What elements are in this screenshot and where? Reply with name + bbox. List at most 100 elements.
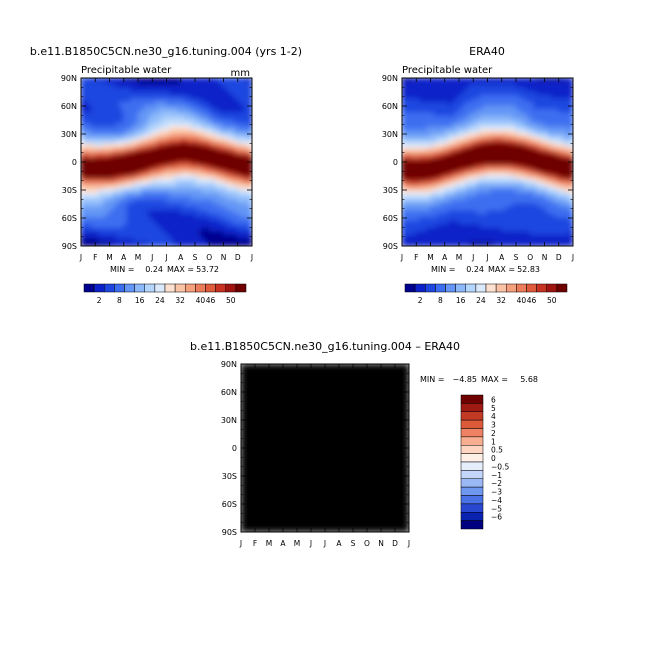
panel-era40-colorbar-label: 24 [476, 296, 486, 305]
panel-diff-y-tick-label: 0 [232, 444, 237, 453]
panel-era40-y-tick-label: 60N [382, 102, 398, 111]
panel-era40-colorbar-swatch [526, 283, 537, 293]
panel-diff-x-tick-label: F [253, 539, 257, 548]
panel-diff-y-tick-label: 90S [222, 528, 237, 537]
panel-diff-colorbar-label: 3 [491, 421, 496, 430]
panel-model-y-tick-label: 0 [72, 158, 77, 167]
panel-model-colorbar-swatch [114, 283, 125, 293]
panel-model-x-tick-label: F [93, 253, 97, 262]
panel-diff-x-tick-label: J [239, 539, 242, 548]
panel-era40-colorbar-label: 32 [496, 296, 506, 305]
panel-model-colorbar-label: 50 [226, 296, 236, 305]
panel-era40-x-tick-label: N [542, 253, 548, 262]
panel-era40-x-tick-label: A [442, 253, 448, 262]
panel-diff-colorbar-label: −2 [491, 479, 502, 488]
panel-model-colorbar-swatch [225, 283, 237, 293]
panel-diff-y-tick-label: 30S [222, 472, 237, 481]
panel-era40-colorbar-swatch [465, 283, 477, 293]
panel-era40-colorbar-swatch [516, 283, 527, 293]
panel-diff-max-label: MAX = [481, 375, 508, 384]
panel-diff-max-value: 5.68 [520, 375, 538, 384]
panel-diff-colorbar-swatch [460, 478, 484, 488]
panel-era40-subtitle: Precipitable water [402, 65, 493, 76]
panel-model-subtitle: Precipitable water [81, 65, 172, 76]
panel-diff-colorbar-label: −4 [491, 496, 502, 505]
panel-diff-colorbar-swatch [460, 470, 484, 479]
panel-diff-colorbar-swatch [460, 394, 484, 404]
panel-era40-colorbar-swatch [445, 283, 456, 293]
panel-diff-field [241, 364, 409, 532]
panel-era40-title: ERA40 [469, 45, 505, 58]
panel-diff-colorbar-swatch [460, 403, 484, 412]
panel-model-colorbar-label: 8 [117, 296, 122, 305]
panel-model-x-tick-label: A [121, 253, 127, 262]
panel-model-x-tick-label: J [250, 253, 253, 262]
panel-diff-colorbar-label: −5 [491, 504, 502, 513]
panel-diff-colorbar-label: 0.5 [491, 446, 503, 455]
panel-model-colorbar-swatch [174, 283, 186, 293]
panel-model-colorbar-swatch [124, 283, 135, 293]
panel-era40-y-tick-label: 90S [383, 242, 398, 251]
panel-era40-max-label: MAX = [488, 265, 515, 274]
panel-diff-colorbar-label: 4 [491, 412, 496, 421]
panel-model-max-label: MAX = [167, 265, 194, 274]
panel-diff-x-tick-label: M [266, 539, 272, 548]
panel-diff-x-tick-label: A [336, 539, 342, 548]
panel-model-y-tick-label: 90S [62, 242, 77, 251]
panel-model-colorbar-swatch [144, 283, 156, 293]
panel-diff-x-tick-label: D [392, 539, 398, 548]
panel-era40-max-value: 52.83 [517, 265, 540, 274]
panel-model-colorbar-swatch [93, 283, 105, 293]
panel-era40-x-tick-label: A [499, 253, 505, 262]
panel-model-colorbar: 2 8 16 24 32 40 46 50 [83, 283, 247, 305]
panel-diff-y-tick-label: 60N [221, 388, 237, 397]
panel-era40-x-tick-label: S [514, 253, 519, 262]
panel-era40-y-tick-label: 60S [383, 214, 398, 223]
panel-diff-colorbar-swatch [460, 436, 484, 446]
panel-model-y-tick-label: 30S [62, 186, 77, 195]
panel-model-x-tick-label: S [193, 253, 198, 262]
panel-model-x-tick-label: J [164, 253, 167, 262]
panel-era40-x-tick-label: D [556, 253, 562, 262]
panel-diff-x-tick-label: J [323, 539, 326, 548]
panel-era40-colorbar-label: 40 [517, 296, 527, 305]
panel-diff-min-label: MIN = [420, 375, 445, 384]
panel-diff-x-tick-label: J [407, 539, 410, 548]
panel-era40-colorbar: 2 8 16 24 32 40 46 50 [404, 283, 568, 305]
panel-model-colorbar-label: 46 [206, 296, 216, 305]
panel-diff-colorbar-label: 5 [491, 404, 496, 413]
panel-era40-colorbar-label: 16 [456, 296, 466, 305]
panel-diff-colorbar-swatch [460, 461, 484, 471]
panel-model-y-tick-label: 30N [61, 130, 77, 139]
panel-era40-colorbar-swatch [475, 283, 487, 293]
panel-model-min-value: 0.24 [145, 265, 163, 274]
panel-diff-colorbar-swatch [460, 503, 484, 513]
panel-model-y-tick-label: 60N [61, 102, 77, 111]
panel-diff-colorbar-swatch [460, 495, 484, 505]
panel-diff-colorbar-swatch [460, 445, 484, 454]
panel-era40-colorbar-label: 8 [438, 296, 443, 305]
panel-era40-colorbar-swatch [546, 283, 558, 293]
panel-diff-colorbar-label: 1 [491, 437, 496, 446]
panel-model-colorbar-label: 16 [135, 296, 145, 305]
panel-diff-colorbar-label: −6 [491, 513, 502, 522]
panel-model-min-label: MIN = [110, 265, 135, 274]
panel-model-colorbar-swatch [154, 283, 166, 293]
panel-era40-colorbar-swatch [506, 283, 517, 293]
panel-diff-colorbar-swatch [460, 428, 484, 438]
panel-era40-colorbar-swatch [495, 283, 507, 293]
panel-diff-x-tick-label: O [364, 539, 370, 548]
panel-era40-y-tick-label: 90N [382, 74, 398, 83]
panel-era40-x-tick-label: M [456, 253, 462, 262]
panel-era40-x-tick-label: J [400, 253, 403, 262]
panel-era40-x-tick-label: J [485, 253, 488, 262]
panel-era40-colorbar-swatch [435, 283, 446, 293]
panel-diff-colorbar-swatch [460, 486, 484, 496]
panel-model-colorbar-swatch [104, 283, 115, 293]
panel-diff-colorbar-swatch [460, 520, 484, 530]
panel-era40-x-tick-label: J [571, 253, 574, 262]
panel-model-x-tick-label: O [206, 253, 212, 262]
panel-model-colorbar-swatch [215, 283, 226, 293]
panel-era40: ERA40 Precipitable water J F M A M J J A S O N D J90… [382, 45, 574, 305]
